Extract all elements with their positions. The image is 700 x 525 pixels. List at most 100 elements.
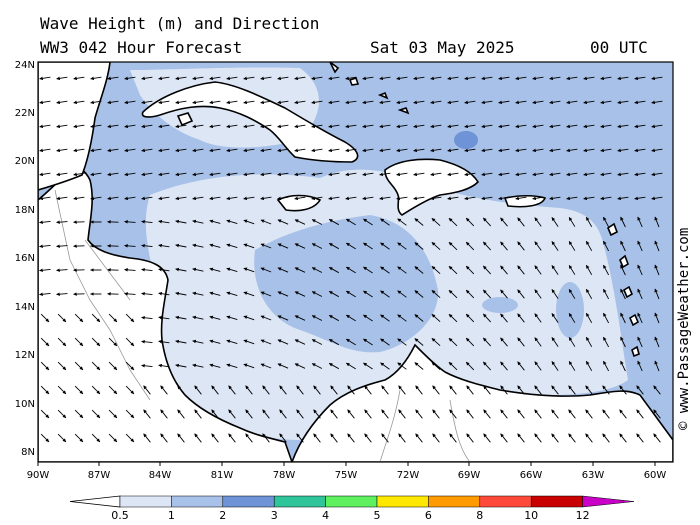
direction-arrow [585,216,593,228]
direction-arrow [328,314,340,322]
direction-arrow [396,172,408,177]
direction-arrow [177,385,185,395]
direction-arrow [654,288,660,300]
direction-arrow [211,409,219,419]
direction-arrow [651,148,663,153]
direction-arrow [39,268,51,273]
latitude-label: 8N [21,447,35,458]
forecast-date: Sat 03 May 2025 [370,38,515,57]
direction-arrow [448,241,458,251]
direction-arrow [175,100,187,105]
direction-arrow [551,433,559,443]
direction-arrow [600,196,612,201]
direction-arrow [226,148,238,153]
forecast-label: WW3 042 Hour Forecast [40,38,243,57]
direction-arrow [56,124,68,129]
direction-arrow [311,100,323,105]
direction-arrow [397,314,407,322]
direction-arrow [363,338,373,346]
direction-arrow [279,433,287,443]
direction-arrow [311,148,323,153]
direction-arrow [654,360,660,372]
direction-arrow [379,76,391,81]
direction-arrow [39,100,51,105]
direction-arrow [380,242,390,250]
direction-arrow [294,76,306,81]
direction-arrow [583,148,595,153]
direction-arrow [397,242,407,250]
direction-arrow [243,76,255,81]
moderate-wave-area [556,282,584,338]
latitude-labels: 24N 22N 20N 18N 16N 14N 12N 10N 8N [15,60,35,458]
direction-arrow [448,265,458,275]
direction-arrow [192,124,204,129]
direction-arrow [568,288,576,299]
direction-arrow [637,264,643,276]
direction-arrow [260,148,272,153]
direction-arrow [228,409,236,419]
direction-arrow [481,172,493,177]
legend-label: 5 [374,509,381,522]
legend-label: 6 [425,509,432,522]
legend-swatch [479,495,532,508]
direction-arrow [654,216,660,228]
direction-arrow [192,148,204,153]
direction-arrow [243,267,255,273]
direction-arrow [637,336,643,348]
direction-arrow [414,338,424,346]
direction-arrow [566,100,578,105]
direction-arrow [175,339,187,344]
direction-arrow [177,433,185,443]
direction-arrow [498,148,510,153]
direction-arrow [532,124,544,129]
direction-arrow [398,385,406,395]
direction-arrow [143,409,151,419]
direction-arrow [158,219,170,224]
direction-arrow [551,217,559,227]
direction-arrow [431,313,441,323]
direction-arrow [294,243,306,249]
longitude-label: 72W [397,470,420,481]
direction-arrow [108,385,118,395]
direction-arrow [619,409,627,419]
direction-arrow [345,242,356,250]
direction-arrow [245,385,253,395]
direction-arrow [311,339,323,345]
direction-arrow [363,290,373,298]
direction-arrow [617,76,629,81]
direction-arrow [56,220,68,224]
direction-arrow [551,265,559,275]
direction-arrow [74,337,84,347]
direction-arrow [566,196,578,201]
direction-arrow [500,361,508,371]
direction-arrow [192,196,204,201]
direction-arrow [107,196,119,201]
direction-arrow [481,196,493,201]
direction-arrow [551,313,559,323]
direction-arrow [160,433,168,443]
direction-arrow [363,242,373,250]
direction-arrow [209,363,221,368]
direction-arrow [517,313,525,323]
direction-arrow [379,124,391,129]
direction-arrow [328,172,340,177]
direction-arrow [534,241,542,251]
direction-arrow [517,385,525,395]
direction-arrow [175,363,187,368]
direction-arrow [448,361,458,371]
direction-arrow [125,409,135,419]
direction-arrow [415,433,423,443]
direction-arrow [515,100,527,105]
direction-arrow [260,76,272,81]
direction-arrow [141,76,153,81]
direction-arrow [313,409,321,419]
direction-arrow [243,100,255,105]
direction-arrow [74,433,84,443]
direction-arrow [651,76,663,81]
direction-arrow [226,291,238,297]
direction-arrow [209,196,221,201]
direction-arrow [243,243,255,249]
jamaica-island [276,194,322,212]
direction-arrow [260,196,272,201]
direction-arrow [549,148,561,153]
